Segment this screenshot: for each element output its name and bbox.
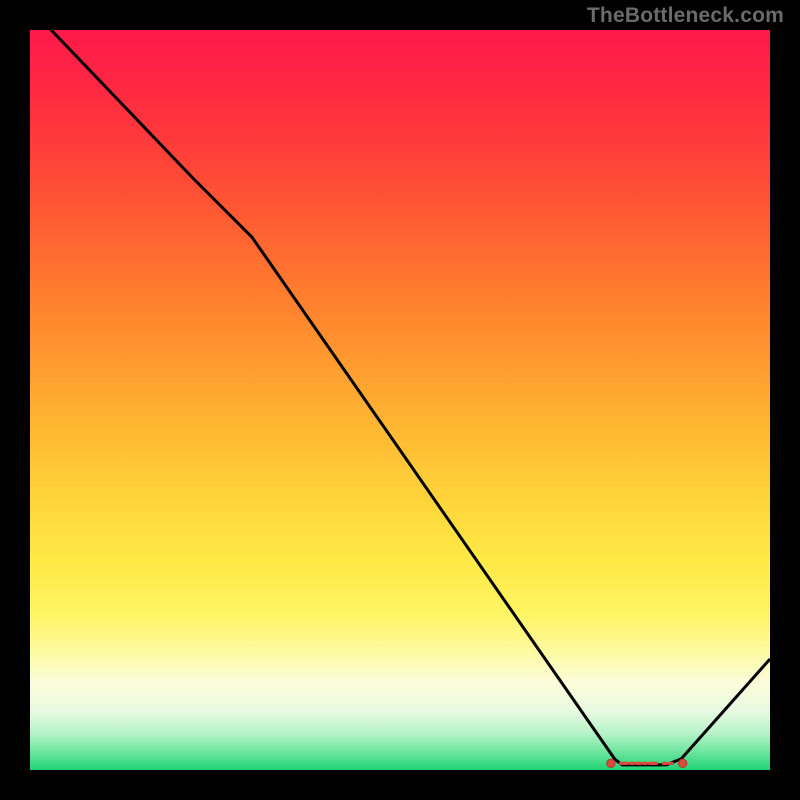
plot-area-gradient bbox=[30, 30, 770, 770]
watermark-text: TheBottleneck.com bbox=[587, 4, 784, 28]
optimal-range-dot-right bbox=[678, 759, 686, 767]
optimal-range-dot-left bbox=[607, 759, 615, 767]
chart-container: TheBottleneck.com bbox=[0, 0, 800, 800]
bottleneck-chart bbox=[0, 0, 800, 800]
